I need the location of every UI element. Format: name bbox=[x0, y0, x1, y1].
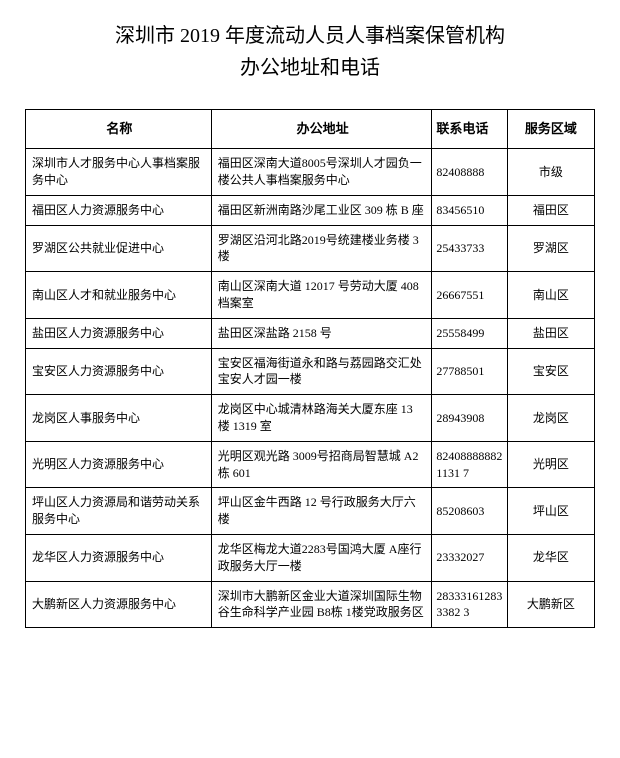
cell-address: 南山区深南大道 12017 号劳动大厦 408 档案室 bbox=[211, 272, 432, 319]
cell-name: 盐田区人力资源服务中心 bbox=[26, 318, 212, 348]
table-row: 南山区人才和就业服务中心南山区深南大道 12017 号劳动大厦 408 档案室2… bbox=[26, 272, 595, 319]
cell-phone: 28943908 bbox=[432, 395, 507, 442]
cell-phone: 27788501 bbox=[432, 348, 507, 395]
cell-phone: 83456510 bbox=[432, 195, 507, 225]
cell-address: 福田区新洲南路沙尾工业区 309 栋 B 座 bbox=[211, 195, 432, 225]
cell-phone: 824088888821131 7 bbox=[432, 441, 507, 488]
cell-area: 坪山区 bbox=[507, 488, 594, 535]
table-row: 龙华区人力资源服务中心龙华区梅龙大道2283号国鸿大厦 A座行政服务大厅一楼23… bbox=[26, 534, 595, 581]
table-row: 坪山区人力资源局和谐劳动关系服务中心坪山区金牛西路 12 号行政服务大厅六楼85… bbox=[26, 488, 595, 535]
cell-phone: 23332027 bbox=[432, 534, 507, 581]
cell-name: 南山区人才和就业服务中心 bbox=[26, 272, 212, 319]
cell-area: 龙岗区 bbox=[507, 395, 594, 442]
cell-name: 坪山区人力资源局和谐劳动关系服务中心 bbox=[26, 488, 212, 535]
cell-address: 龙华区梅龙大道2283号国鸿大厦 A座行政服务大厅一楼 bbox=[211, 534, 432, 581]
header-area: 服务区域 bbox=[507, 110, 594, 149]
header-address: 办公地址 bbox=[211, 110, 432, 149]
title-line-2: 办公地址和电话 bbox=[240, 57, 380, 79]
header-name: 名称 bbox=[26, 110, 212, 149]
cell-name: 大鹏新区人力资源服务中心 bbox=[26, 581, 212, 628]
table-row: 宝安区人力资源服务中心宝安区福海街道永和路与荔园路交汇处宝安人才园一楼27788… bbox=[26, 348, 595, 395]
table-row: 大鹏新区人力资源服务中心深圳市大鹏新区金业大道深圳国际生物谷生命科学产业园 B8… bbox=[26, 581, 595, 628]
cell-address: 深圳市大鹏新区金业大道深圳国际生物谷生命科学产业园 B8栋 1楼党政服务区 bbox=[211, 581, 432, 628]
cell-name: 罗湖区公共就业促进中心 bbox=[26, 225, 212, 272]
cell-name: 福田区人力资源服务中心 bbox=[26, 195, 212, 225]
archive-agency-table: 名称 办公地址 联系电话 服务区域 深圳市人才服务中心人事档案服务中心福田区深南… bbox=[25, 109, 595, 628]
table-row: 深圳市人才服务中心人事档案服务中心福田区深南大道8005号深圳人才园负一楼公共人… bbox=[26, 149, 595, 196]
cell-name: 深圳市人才服务中心人事档案服务中心 bbox=[26, 149, 212, 196]
cell-address: 光明区观光路 3009号招商局智慧城 A2栋 601 bbox=[211, 441, 432, 488]
table-row: 光明区人力资源服务中心光明区观光路 3009号招商局智慧城 A2栋 601824… bbox=[26, 441, 595, 488]
cell-address: 盐田区深盐路 2158 号 bbox=[211, 318, 432, 348]
cell-area: 福田区 bbox=[507, 195, 594, 225]
table-row: 盐田区人力资源服务中心盐田区深盐路 2158 号25558499盐田区 bbox=[26, 318, 595, 348]
table-row: 福田区人力资源服务中心福田区新洲南路沙尾工业区 309 栋 B 座8345651… bbox=[26, 195, 595, 225]
cell-name: 宝安区人力资源服务中心 bbox=[26, 348, 212, 395]
cell-phone: 283331612833382 3 bbox=[432, 581, 507, 628]
cell-phone: 25558499 bbox=[432, 318, 507, 348]
cell-phone: 85208603 bbox=[432, 488, 507, 535]
cell-area: 盐田区 bbox=[507, 318, 594, 348]
cell-area: 罗湖区 bbox=[507, 225, 594, 272]
table-row: 龙岗区人事服务中心龙岗区中心城清林路海关大厦东座 13 楼 1319 室2894… bbox=[26, 395, 595, 442]
document-title: 深圳市 2019 年度流动人员人事档案保管机构 办公地址和电话 bbox=[25, 20, 595, 84]
cell-phone: 26667551 bbox=[432, 272, 507, 319]
cell-area: 光明区 bbox=[507, 441, 594, 488]
cell-area: 宝安区 bbox=[507, 348, 594, 395]
table-row: 罗湖区公共就业促进中心罗湖区沿河北路2019号统建楼业务楼 3 楼2543373… bbox=[26, 225, 595, 272]
table-body: 深圳市人才服务中心人事档案服务中心福田区深南大道8005号深圳人才园负一楼公共人… bbox=[26, 149, 595, 628]
cell-phone: 82408888 bbox=[432, 149, 507, 196]
header-phone: 联系电话 bbox=[432, 110, 507, 149]
cell-address: 罗湖区沿河北路2019号统建楼业务楼 3 楼 bbox=[211, 225, 432, 272]
cell-name: 龙华区人力资源服务中心 bbox=[26, 534, 212, 581]
cell-area: 大鹏新区 bbox=[507, 581, 594, 628]
cell-address: 福田区深南大道8005号深圳人才园负一楼公共人事档案服务中心 bbox=[211, 149, 432, 196]
cell-area: 市级 bbox=[507, 149, 594, 196]
table-header-row: 名称 办公地址 联系电话 服务区域 bbox=[26, 110, 595, 149]
cell-address: 宝安区福海街道永和路与荔园路交汇处宝安人才园一楼 bbox=[211, 348, 432, 395]
cell-address: 坪山区金牛西路 12 号行政服务大厅六楼 bbox=[211, 488, 432, 535]
title-line-1: 深圳市 2019 年度流动人员人事档案保管机构 bbox=[115, 25, 505, 47]
cell-area: 龙华区 bbox=[507, 534, 594, 581]
cell-name: 龙岗区人事服务中心 bbox=[26, 395, 212, 442]
cell-address: 龙岗区中心城清林路海关大厦东座 13 楼 1319 室 bbox=[211, 395, 432, 442]
cell-area: 南山区 bbox=[507, 272, 594, 319]
cell-phone: 25433733 bbox=[432, 225, 507, 272]
cell-name: 光明区人力资源服务中心 bbox=[26, 441, 212, 488]
